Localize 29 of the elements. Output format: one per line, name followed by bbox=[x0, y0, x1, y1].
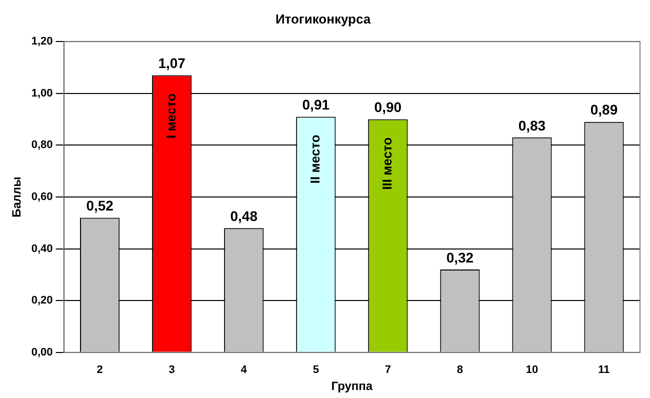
data-label: 0,83 bbox=[518, 117, 546, 134]
x-tick-label: 2 bbox=[96, 364, 103, 376]
y-tick-label: 0,80 bbox=[31, 139, 53, 152]
y-tick-label: 0,40 bbox=[31, 242, 53, 255]
x-axis-title: Группа bbox=[331, 379, 373, 394]
data-label: 0,52 bbox=[86, 198, 114, 214]
data-label: 0,32 bbox=[446, 249, 474, 266]
chart-title: Итогиконкурса bbox=[275, 11, 372, 26]
x-tick-label: 8 bbox=[456, 364, 464, 376]
annotation: I место bbox=[163, 93, 178, 139]
x-tick-label: 4 bbox=[240, 364, 248, 376]
x-tick-label: 10 bbox=[526, 364, 538, 376]
annotation: II место bbox=[307, 134, 322, 184]
y-tick-label: 1,00 bbox=[31, 87, 53, 100]
x-tick-label: 11 bbox=[598, 364, 610, 376]
y-tick-label: 1,20 bbox=[31, 36, 53, 48]
annotation: III место bbox=[379, 137, 394, 190]
x-tick-label: 3 bbox=[168, 364, 175, 376]
y-axis-title: Баллы bbox=[10, 176, 24, 218]
x-tick-label: 5 bbox=[312, 364, 319, 376]
x-tick-label: 7 bbox=[384, 364, 391, 376]
y-tick-label: 0,00 bbox=[31, 346, 53, 358]
data-label: 0,89 bbox=[590, 102, 618, 118]
data-label: 0,48 bbox=[230, 208, 258, 224]
y-tick-label: 0,60 bbox=[31, 191, 53, 204]
data-label: 1,07 bbox=[158, 55, 186, 72]
data-label: 0,91 bbox=[302, 96, 330, 113]
y-tick-label: 0,20 bbox=[31, 294, 53, 307]
data-label: 0,90 bbox=[374, 99, 402, 116]
